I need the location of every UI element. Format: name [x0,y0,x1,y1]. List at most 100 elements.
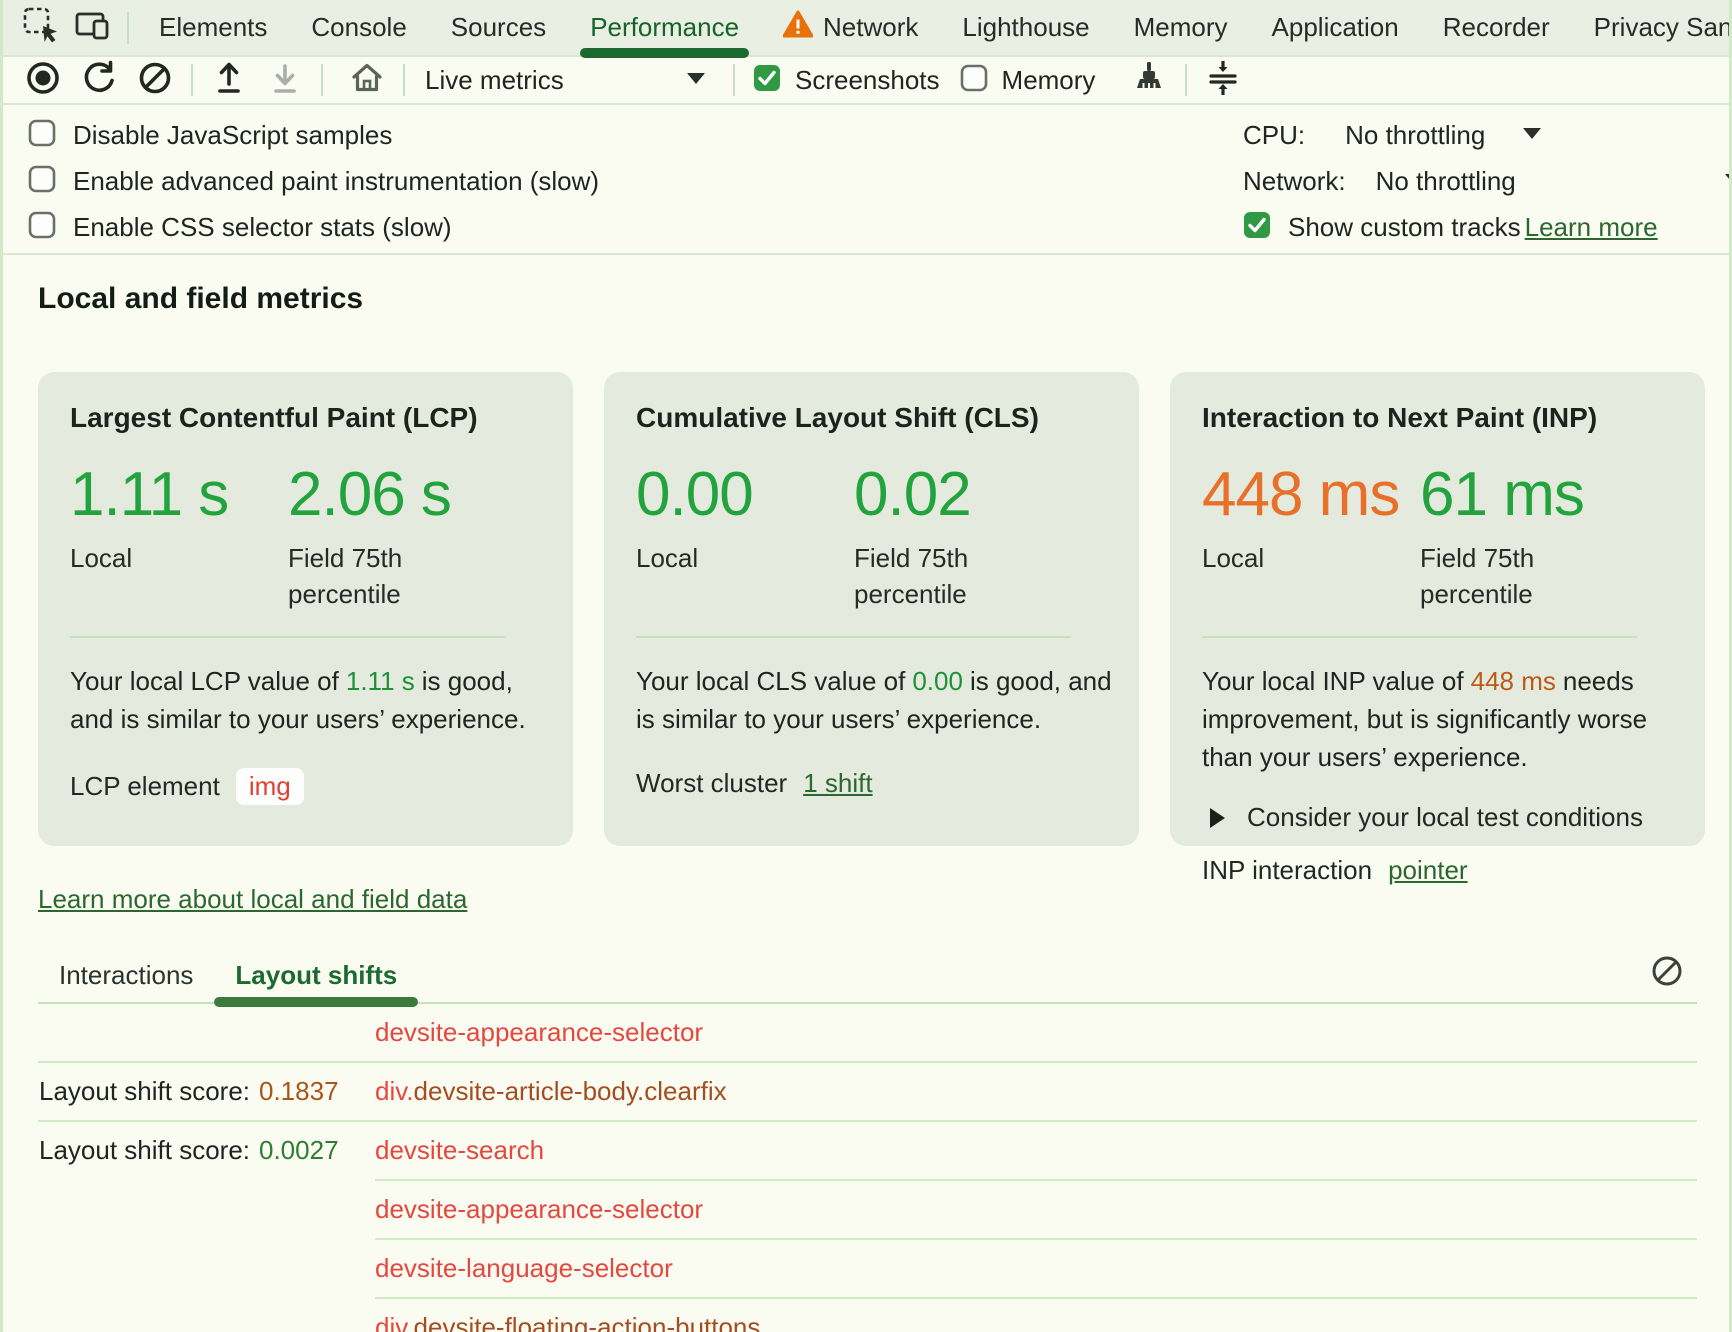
inp-interaction-link[interactable]: pointer [1388,855,1468,885]
screenshots-checkbox[interactable]: Screenshots [753,64,940,97]
cls-card: Cumulative Layout Shift (CLS) 0.00 Local… [604,372,1139,846]
local-field-data-link[interactable]: Learn more about local and field data [38,884,468,914]
lcp-field-value: 2.06 s [288,460,452,529]
node-link[interactable]: div.devsite-article-body.clearfix [375,1076,727,1107]
checkbox-checked-icon [1243,211,1271,244]
desc-prefix: Your local LCP value of [70,666,339,696]
tab-label: Sources [450,12,547,42]
warning-triangle-icon [782,10,814,45]
checkbox-label: Enable advanced paint instrumentation (s… [73,165,600,196]
live-metrics-select[interactable]: Live metrics [425,65,725,96]
tab-recorder[interactable]: Recorder [1421,0,1572,56]
score-value: 0.1837 [259,1076,339,1106]
chevron-down-icon[interactable] [1523,126,1541,144]
record-button[interactable] [15,58,71,102]
page-title: Local and field metrics [38,282,364,315]
inspect-cursor-icon [22,6,60,49]
live-metrics-label: Live metrics [425,64,564,95]
cpu-label: CPU: [1243,119,1306,150]
download-icon [267,60,303,101]
layout-shift-row[interactable]: Layout shift score: 0.0027 devsite-search [38,1122,1697,1179]
tab-memory[interactable]: Memory [1112,0,1250,56]
throttling-controls: CPU: No throttling Network: No throttlin… [1243,113,1729,251]
local-test-conditions-toggle[interactable]: Consider your local test conditions [1202,802,1675,833]
css-selector-stats-checkbox[interactable]: Enable CSS selector stats (slow) [28,205,1729,249]
disable-js-samples-checkbox[interactable]: Disable JavaScript samples [28,113,1729,157]
advanced-paint-checkbox[interactable]: Enable advanced paint instrumentation (s… [28,159,1729,203]
show-custom-tracks-label: Show custom tracks [1288,211,1521,242]
layout-shift-row[interactable]: Layout shift score: 0.1837 div.devsite-ar… [38,1063,1697,1120]
tab-sources[interactable]: Sources [429,0,568,56]
show-custom-tracks-row[interactable]: Show custom tracks Learn more [1243,205,1729,249]
load-profile-button[interactable] [201,58,257,102]
inp-local-label: Local [1202,543,1265,573]
node-link[interactable]: devsite-language-selector [375,1253,673,1284]
device-toolbar-button[interactable] [67,6,119,50]
worst-cluster-label: Worst cluster [636,768,788,798]
network-throttle-select[interactable]: No throttling [1375,165,1516,196]
inp-local-value: 448 ms [1202,460,1400,529]
score-label: Layout shift score: [39,1135,250,1165]
node-link[interactable]: div.devsite-floating-action-buttons [375,1312,760,1332]
tab-console[interactable]: Console [289,0,428,56]
cls-local-label: Local [636,543,699,573]
collapse-tracks-button[interactable] [1195,58,1251,102]
layout-shift-row[interactable]: div.devsite-floating-action-buttons [38,1299,1697,1332]
cls-field-value: 0.02 [854,460,972,529]
tab-label: Performance [590,12,740,42]
collect-garbage-button[interactable] [1121,58,1177,102]
inspect-element-button[interactable] [15,6,67,50]
learn-more-link[interactable]: Learn more [1524,211,1658,242]
save-profile-button[interactable] [257,58,313,102]
node-link[interactable]: devsite-appearance-selector [375,1017,703,1048]
tab-layout-shifts[interactable]: Layout shifts [214,948,419,1007]
layout-shift-row[interactable]: devsite-appearance-selector [38,1004,1697,1061]
checkbox-label: Enable CSS selector stats (slow) [73,211,452,242]
tab-lighthouse[interactable]: Lighthouse [940,0,1111,56]
tab-label: Memory [1133,12,1228,42]
tab-network[interactable]: Network [761,0,940,56]
lcp-element-node-link[interactable]: img [235,768,304,805]
checkbox-unchecked-icon [28,211,56,244]
tab-elements[interactable]: Elements [137,0,289,56]
devtools-tabbar: Elements Console Sources Performance Net… [3,0,1729,58]
desc-suffix: is good, and is similar to your users’ e… [70,666,526,734]
tab-label: Layout shifts [235,960,398,990]
card-divider [70,636,505,638]
toolbar-separator [191,64,193,96]
clear-log-button[interactable] [1647,953,1687,993]
block-icon [137,60,173,101]
tab-privacy-sandbox[interactable]: Privacy Sand [1572,0,1729,56]
tab-performance[interactable]: Performance [568,0,761,58]
node-link-text: devsite-language-selector [375,1253,673,1283]
upload-icon [211,60,247,101]
desc-prefix: Your local CLS value of [636,666,906,696]
screenshots-label: Screenshots [795,64,940,95]
lcp-card: Largest Contentful Paint (LCP) 1.11 s Lo… [38,372,573,846]
worst-cluster-link[interactable]: 1 shift [803,768,873,798]
memory-checkbox[interactable]: Memory [960,64,1095,97]
card-divider [636,636,1071,638]
desc-suffix: is good, and is similar to your users’ e… [636,666,1112,734]
reload-record-button[interactable] [71,58,127,102]
clear-button[interactable] [127,58,183,102]
device-toolbar-icon [74,6,112,49]
home-button[interactable] [339,58,395,102]
collapse-arrows-icon [1205,60,1241,101]
tab-interactions[interactable]: Interactions [38,948,214,1003]
node-tag: div. [375,1076,414,1106]
lcp-local-value: 1.11 s [70,460,229,529]
desc-value: 0.00 [912,666,963,696]
node-link-text: devsite-search [375,1135,545,1165]
cpu-throttle-select[interactable]: No throttling [1345,119,1486,150]
shift-score: Layout shift score: 0.0027 [39,1135,339,1166]
node-link[interactable]: devsite-appearance-selector [375,1194,703,1225]
node-link[interactable]: devsite-search [375,1135,544,1166]
layout-shift-row[interactable]: devsite-appearance-selector [38,1181,1697,1238]
layout-shift-row[interactable]: devsite-language-selector [38,1240,1697,1297]
tab-application[interactable]: Application [1250,0,1421,56]
card-divider [1202,636,1637,638]
chevron-down-icon[interactable] [1725,172,1729,190]
inp-field-label: Field 75th percentile [1420,543,1535,609]
